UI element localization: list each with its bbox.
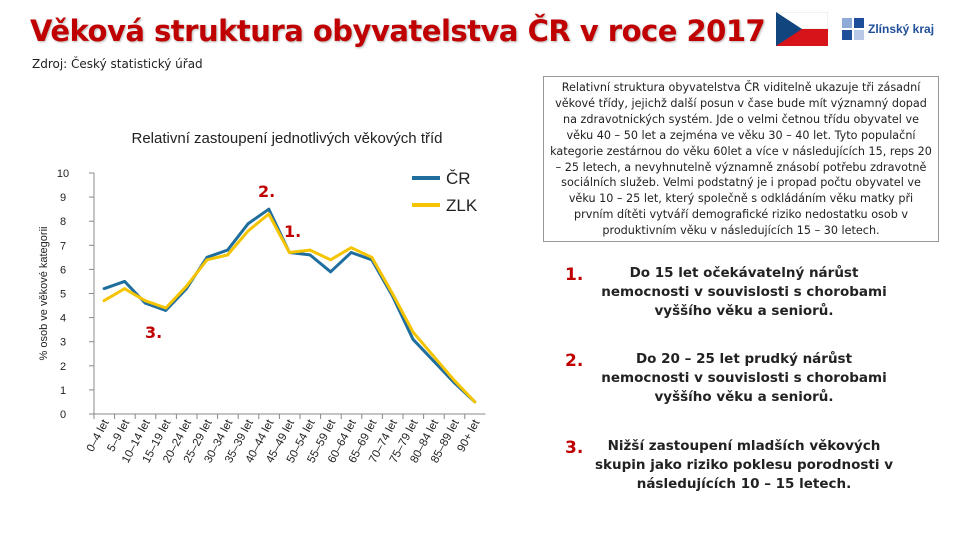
- page-title: Věková struktura obyvatelstva ČR v roce …: [30, 14, 766, 48]
- data-point: [432, 359, 435, 363]
- y-tick-label: 9: [60, 192, 66, 204]
- y-tick-label: 6: [60, 264, 66, 276]
- data-point: [288, 251, 291, 254]
- y-tick-label: 8: [60, 216, 66, 228]
- zlinsky-kraj-logo-icon: [842, 18, 864, 40]
- data-point: [391, 292, 394, 295]
- data-point: [246, 229, 250, 233]
- data-point: [308, 253, 312, 257]
- info-box: Relativní struktura obyvatelstva ČR vidi…: [543, 76, 939, 242]
- data-point: [102, 299, 106, 303]
- data-point: [452, 378, 456, 382]
- data-point: [226, 253, 230, 257]
- y-tick-label: 5: [60, 289, 66, 301]
- data-point: [205, 258, 209, 262]
- data-point: [123, 287, 126, 291]
- age-structure-chart: Relativní zastoupení jednotlivých věkový…: [38, 130, 486, 465]
- data-point: [185, 284, 188, 288]
- data-point: [246, 222, 250, 226]
- y-tick-label: 7: [60, 240, 66, 252]
- y-tick-label: 2: [60, 361, 66, 373]
- data-point: [411, 330, 415, 334]
- data-point: [143, 299, 147, 303]
- data-point: [473, 400, 477, 404]
- y-axis-label: % osob ve věkové kategorii: [38, 227, 50, 361]
- point-number: 3.: [565, 438, 584, 458]
- data-point: [267, 207, 271, 211]
- annotation-2: 2.: [258, 182, 275, 201]
- data-point: [349, 246, 353, 250]
- y-tick-label: 0: [60, 409, 66, 421]
- data-point: [102, 287, 106, 291]
- y-tick-label: 10: [57, 168, 69, 180]
- data-point: [329, 258, 332, 262]
- data-point: [308, 248, 312, 252]
- logo-text: Zlínský kraj: [868, 22, 935, 36]
- point-number: 1.: [565, 265, 584, 285]
- legend-label: ZLK: [446, 196, 478, 215]
- y-tick-label: 1: [60, 385, 66, 397]
- y-tick-label: 4: [60, 313, 66, 325]
- zlinsky-kraj-logo: Zlínský kraj: [842, 16, 954, 46]
- data-point: [329, 270, 332, 274]
- legend-label: ČR: [446, 169, 471, 188]
- data-point: [226, 248, 230, 252]
- chart-title: Relativní zastoupení jednotlivých věkový…: [132, 130, 443, 147]
- point-text: Nižší zastoupení mladších věkových skupi…: [595, 438, 893, 492]
- data-point: [123, 280, 126, 283]
- data-point: [432, 354, 435, 358]
- czech-flag-icon: [776, 12, 828, 46]
- data-point: [370, 255, 374, 259]
- annotation-1: 1.: [284, 222, 301, 241]
- point-text: Do 20 – 25 let prudký nárůst nemocnosti …: [601, 351, 887, 405]
- data-point: [205, 255, 209, 259]
- data-point: [267, 212, 271, 216]
- data-point: [411, 337, 415, 341]
- annotation-3: 3.: [145, 323, 162, 342]
- data-point: [164, 306, 168, 310]
- data-point: [349, 251, 353, 254]
- source-note: Zdroj: Český statistický úřad: [32, 57, 203, 71]
- y-tick-label: 3: [60, 337, 66, 349]
- data-point: [164, 308, 168, 312]
- point-text: Do 15 let očekávatelný nárůst nemocnosti…: [601, 265, 887, 319]
- point-number: 2.: [565, 351, 584, 371]
